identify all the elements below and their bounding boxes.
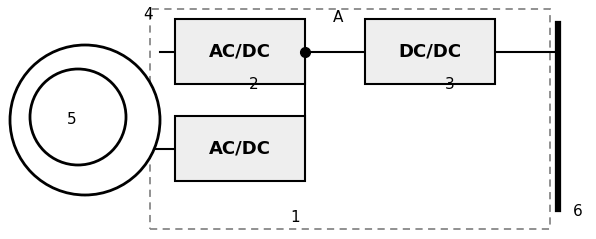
Bar xyxy=(175,116,305,181)
Text: 3: 3 xyxy=(445,76,455,92)
Text: 6: 6 xyxy=(573,203,583,218)
Bar xyxy=(150,9,550,229)
Text: 2: 2 xyxy=(249,76,259,92)
Bar xyxy=(175,19,305,84)
Text: 5: 5 xyxy=(67,112,77,126)
Text: AC/DC: AC/DC xyxy=(209,140,271,158)
Text: 1: 1 xyxy=(290,210,300,224)
Text: DC/DC: DC/DC xyxy=(399,43,461,60)
Text: A: A xyxy=(333,10,343,25)
Circle shape xyxy=(10,45,160,195)
Text: 4: 4 xyxy=(143,6,153,22)
Text: AC/DC: AC/DC xyxy=(209,43,271,60)
Circle shape xyxy=(30,69,126,165)
Bar xyxy=(365,19,495,84)
